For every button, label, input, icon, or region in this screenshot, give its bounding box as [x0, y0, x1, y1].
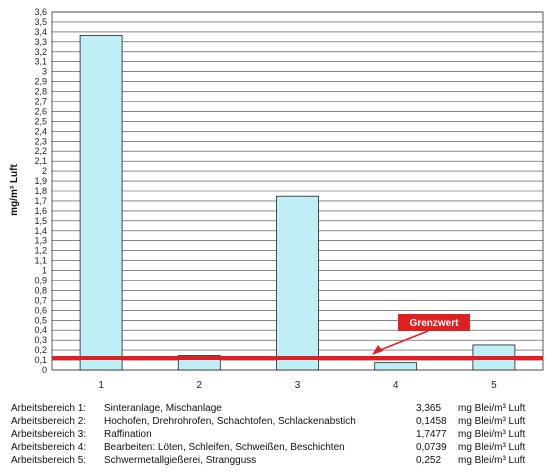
- y-tick-label: 1,1: [34, 256, 47, 266]
- bar: [276, 195, 319, 371]
- y-tick-label: 0,2: [34, 345, 47, 355]
- y-tick-label: 2,3: [34, 136, 47, 146]
- y-tick-label: 1,6: [34, 206, 47, 216]
- threshold-arrow: [379, 330, 429, 351]
- y-tick-label: 2,2: [34, 146, 47, 156]
- y-tick-label: 2,6: [34, 106, 47, 116]
- y-tick-label: 3,2: [34, 47, 47, 57]
- legend-value: 0,0739: [416, 442, 447, 453]
- y-tick-label: 1,4: [34, 226, 47, 236]
- x-tick-label: 2: [197, 380, 203, 391]
- legend: Arbeitsbereich 1: Sinteranlage, Mischanla…: [11, 402, 545, 467]
- legend-unit: mg Blei/m³ Luft: [458, 429, 526, 440]
- y-tick-label: 3,1: [34, 57, 47, 67]
- x-tick-label: 5: [491, 380, 497, 391]
- legend-row: Arbeitsbereich 1: Sinteranlage, Mischanla…: [11, 402, 545, 415]
- y-tick-label: 2: [42, 166, 47, 176]
- bar: [79, 34, 123, 371]
- legend-unit: mg Blei/m³ Luft: [458, 403, 526, 414]
- y-tick-label: 2,4: [34, 126, 47, 136]
- legend-unit: mg Blei/m³ Luft: [458, 442, 526, 453]
- legend-description: Hochofen, Drehrohrofen, Schachtofen, Sch…: [104, 416, 356, 427]
- y-tick-label: 0,8: [34, 285, 47, 295]
- y-tick-label: 1,5: [34, 216, 47, 226]
- y-tick-label: 2,1: [34, 156, 47, 166]
- legend-label: Arbeitsbereich 5:: [11, 455, 87, 466]
- x-tick-label: 1: [98, 380, 104, 391]
- y-tick-label: 1,2: [34, 246, 47, 256]
- y-tick-label: 0,6: [34, 305, 47, 315]
- y-tick-label: 2,8: [34, 87, 47, 97]
- legend-value: 0,252: [416, 455, 442, 466]
- y-tick-label: 1,3: [34, 236, 47, 246]
- y-tick-label: 3,6: [34, 7, 47, 17]
- y-tick-label: 1,9: [34, 176, 47, 186]
- legend-unit: mg Blei/m³ Luft: [458, 455, 526, 466]
- y-tick-label: 1,7: [34, 196, 47, 206]
- x-tick-label: 3: [295, 380, 301, 391]
- y-tick-label: 1,8: [34, 186, 47, 196]
- y-tick-label: 0,4: [34, 325, 47, 335]
- y-axis-ticks: 00,10,20,30,40,50,60,70,80,911,11,21,31,…: [34, 7, 47, 375]
- legend-value: 1,7477: [416, 429, 447, 440]
- y-tick-label: 2,7: [34, 97, 47, 107]
- legend-description: Sinteranlage, Mischanlage: [104, 403, 222, 414]
- threshold-label-box: [398, 314, 470, 331]
- legend-description: Bearbeiten: Löten, Schleifen, Schweißen,…: [104, 442, 345, 453]
- y-tick-label: 1: [42, 266, 47, 276]
- x-axis-ticks: 1 2 3 4 5: [98, 380, 497, 391]
- y-tick-label: 2,5: [34, 116, 47, 126]
- bars: [79, 34, 516, 371]
- legend-label: Arbeitsbereich 3:: [11, 429, 87, 440]
- y-tick-label: 0,3: [34, 335, 47, 345]
- legend-description: Schwermetallgießerei, Strangguss: [104, 455, 257, 466]
- legend-value: 3,365: [416, 403, 442, 414]
- y-axis-label: mg/m³ Luft: [9, 164, 20, 216]
- bar-chart: 00,10,20,30,40,50,60,70,80,911,11,21,31,…: [9, 7, 544, 391]
- legend-row: Arbeitsbereich 5: Schwermetallgießerei, S…: [11, 454, 545, 467]
- legend-row: Arbeitsbereich 4: Bearbeiten: Löten, Schl…: [11, 441, 545, 454]
- y-tick-label: 2,9: [34, 77, 47, 87]
- y-tick-label: 0,5: [34, 315, 47, 325]
- y-tick-label: 3,3: [34, 37, 47, 47]
- y-tick-label: 0: [42, 365, 47, 375]
- y-tick-label: 0,7: [34, 295, 47, 305]
- y-tick-label: 0,9: [34, 276, 47, 286]
- x-tick-label: 4: [393, 380, 399, 391]
- legend-label: Arbeitsbereich 4:: [11, 442, 87, 453]
- legend-label: Arbeitsbereich 2:: [11, 416, 87, 427]
- threshold-label: Grenzwert: [410, 318, 460, 329]
- y-tick-label: 3,4: [34, 27, 47, 37]
- y-tick-label: 3: [42, 67, 47, 77]
- legend-value: 0,1458: [416, 416, 447, 427]
- legend-unit: mg Blei/m³ Luft: [458, 416, 526, 427]
- y-tick-label: 3,5: [34, 17, 47, 27]
- legend-label: Arbeitsbereich 1:: [11, 403, 87, 414]
- legend-row: Arbeitsbereich 2: Hochofen, Drehrohrofen,…: [11, 415, 545, 428]
- legend-row: Arbeitsbereich 3: Raffination 1,7477 mg Ble…: [11, 428, 545, 441]
- y-tick-label: 0,1: [34, 355, 47, 365]
- threshold-arrow-head: [372, 345, 383, 356]
- bar: [374, 362, 418, 371]
- legend-description: Raffination: [104, 429, 152, 440]
